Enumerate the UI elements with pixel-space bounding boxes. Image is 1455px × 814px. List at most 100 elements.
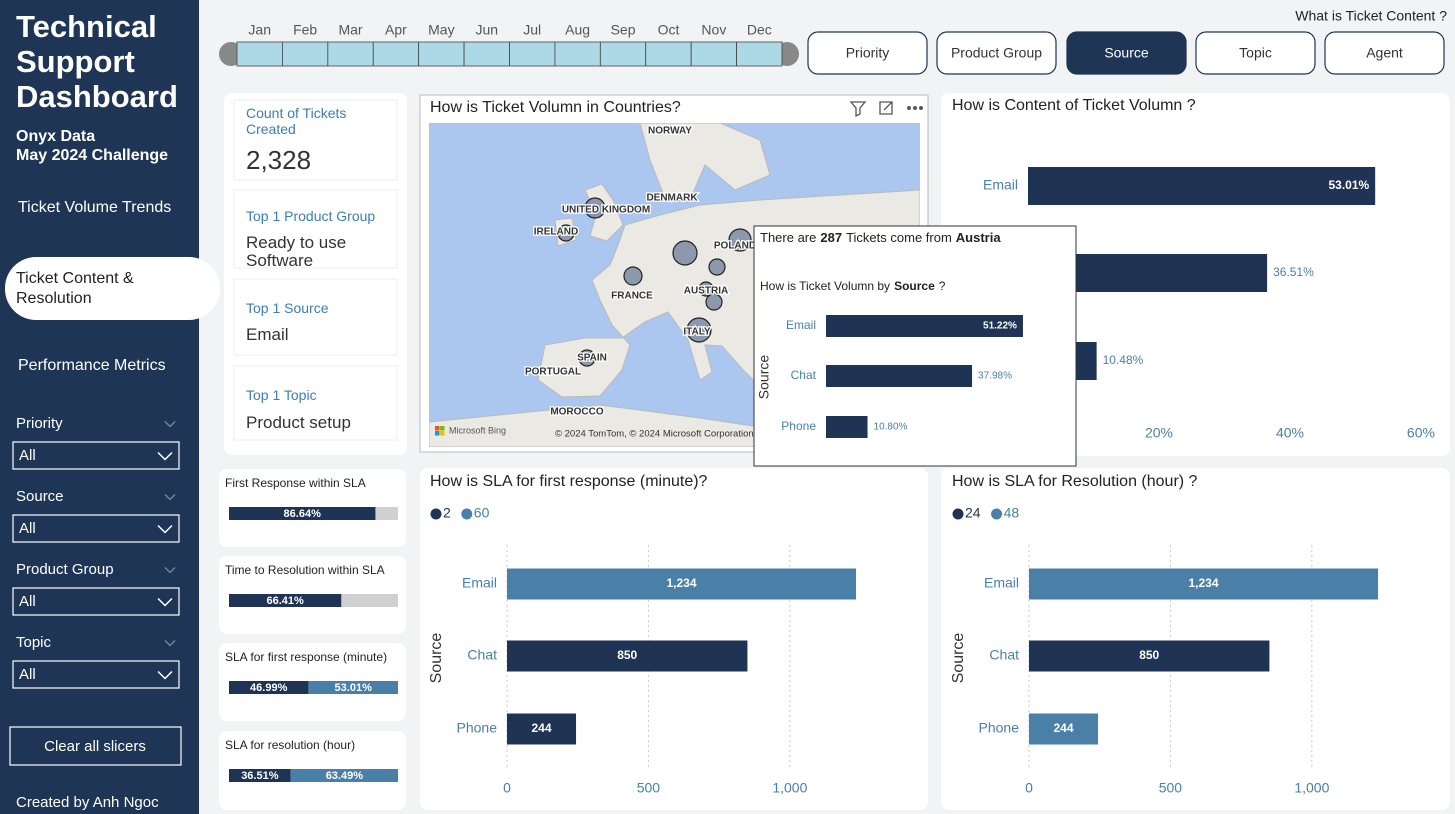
slicer-label: Priority	[16, 415, 63, 432]
timeline-cell[interactable]	[372, 41, 420, 67]
timeline-cell[interactable]	[645, 41, 692, 67]
place-label: IRELAND	[534, 227, 578, 238]
gauge-label: First Response within SLA	[225, 476, 366, 490]
timeline-cell[interactable]	[509, 41, 556, 67]
bar	[826, 365, 973, 387]
filter-icon[interactable]	[849, 101, 867, 118]
more-dot[interactable]	[919, 106, 923, 110]
month-label: Nov	[701, 22, 726, 38]
slicer-value: All	[19, 666, 36, 683]
bubble[interactable]	[698, 281, 714, 297]
place-label: PORTUGAL	[525, 367, 581, 378]
value-label: 53.01%	[1328, 178, 1369, 192]
focus-icon[interactable]	[879, 101, 893, 115]
category-label: Email	[983, 177, 1018, 193]
more-dot[interactable]	[907, 106, 911, 110]
value-label: 37.98%	[978, 371, 1012, 382]
bubble[interactable]	[584, 197, 606, 219]
nav-item[interactable]: Ticket Volume Trends	[18, 199, 172, 216]
category-label: Phone	[457, 720, 498, 736]
month-label: Jun	[476, 22, 499, 38]
bubble[interactable]	[705, 293, 723, 311]
slicer-box[interactable]	[12, 514, 180, 543]
tab-label[interactable]: Topic	[1239, 45, 1272, 61]
timeline-cell[interactable]	[554, 41, 601, 67]
bubble[interactable]	[708, 258, 726, 276]
logo-square	[440, 431, 445, 436]
slicer-value: All	[19, 520, 36, 537]
value-label: 244	[1053, 721, 1073, 735]
tab-label[interactable]: Source	[1104, 45, 1149, 61]
logo-square	[435, 426, 440, 431]
tab-button[interactable]	[1324, 31, 1445, 75]
timeline-cell[interactable]	[599, 41, 647, 67]
category-label: Chat	[467, 647, 497, 663]
timeline-cell[interactable]	[327, 41, 374, 67]
tooltip-text: There are	[760, 230, 816, 245]
nav-item[interactable]: Ticket Content & Resolution	[16, 270, 134, 307]
legend-marker	[461, 508, 473, 520]
more-dot[interactable]	[913, 106, 917, 110]
clear-button[interactable]	[9, 726, 182, 766]
map-provider: Microsoft Bing	[449, 425, 506, 435]
category-label: Email	[984, 575, 1019, 591]
chevron	[164, 493, 176, 501]
sidebar	[0, 0, 199, 814]
place-label: ITALY	[683, 327, 711, 338]
tooltip-header: There are 287 Tickets come from Austria	[760, 230, 1001, 245]
tab-label[interactable]: Agent	[1366, 45, 1403, 61]
clear-button-label[interactable]: Clear all slicers	[44, 738, 146, 755]
month-label: Apr	[385, 22, 407, 38]
slicer-box[interactable]	[12, 660, 180, 689]
x-tick-label: 500	[1159, 780, 1183, 796]
place-label: POLAND	[714, 241, 756, 252]
bubble[interactable]	[672, 240, 698, 266]
tab-button[interactable]	[936, 31, 1057, 75]
bar	[1029, 568, 1379, 600]
challenge-name: May 2024 Challenge	[16, 147, 169, 164]
bubble[interactable]	[557, 224, 575, 242]
timeline-cell[interactable]	[736, 41, 783, 67]
bar	[826, 315, 1023, 337]
month-label: Mar	[338, 22, 362, 38]
legend-label: 2	[443, 505, 451, 521]
kpi-label: Top 1 Topic	[246, 387, 317, 403]
gauge-value-label: 66.41%	[266, 595, 304, 607]
slicer-box[interactable]	[12, 587, 180, 616]
chart-title: How is Content of Ticket Volumn ?	[952, 97, 1196, 114]
timeline-cell[interactable]	[418, 41, 465, 67]
month-label: May	[428, 22, 454, 38]
tab-label[interactable]: Product Group	[951, 45, 1042, 61]
kpi-value: 2,328	[246, 145, 312, 175]
timeline-cell[interactable]	[463, 41, 510, 67]
bubble[interactable]	[728, 228, 752, 252]
place-label: MOROCCO	[550, 407, 604, 418]
gauge-value-label: 46.99%	[250, 682, 288, 694]
gauge-label: Time to Resolution within SLA	[225, 563, 385, 577]
value-label: 1,234	[667, 576, 697, 590]
nav-item[interactable]: Performance Metrics	[18, 357, 166, 374]
timeline-cell[interactable]	[690, 41, 737, 67]
nav-active-bg	[5, 257, 220, 320]
nav-cutout	[150, 228, 199, 257]
bubble[interactable]	[623, 266, 643, 286]
value-label: 850	[617, 648, 637, 662]
kpi-box	[233, 278, 398, 356]
tab-button[interactable]	[1195, 31, 1316, 75]
bing-logo	[435, 426, 445, 436]
slicer-box[interactable]	[12, 441, 180, 470]
bubble[interactable]	[578, 349, 596, 367]
timeline-cell[interactable]	[236, 41, 283, 67]
bubble[interactable]	[686, 317, 712, 343]
x-tick-label: 0	[1025, 780, 1033, 796]
x-tick-label: 500	[637, 780, 661, 796]
tab-label[interactable]: Priority	[846, 45, 890, 61]
legend-label: 60	[474, 505, 490, 521]
org-name: Onyx Data	[16, 128, 96, 145]
tab-button[interactable]	[807, 31, 928, 75]
gauge-value-label: 53.01%	[335, 682, 373, 694]
timeline-cell[interactable]	[282, 41, 329, 67]
tab-button[interactable]	[1066, 31, 1187, 75]
